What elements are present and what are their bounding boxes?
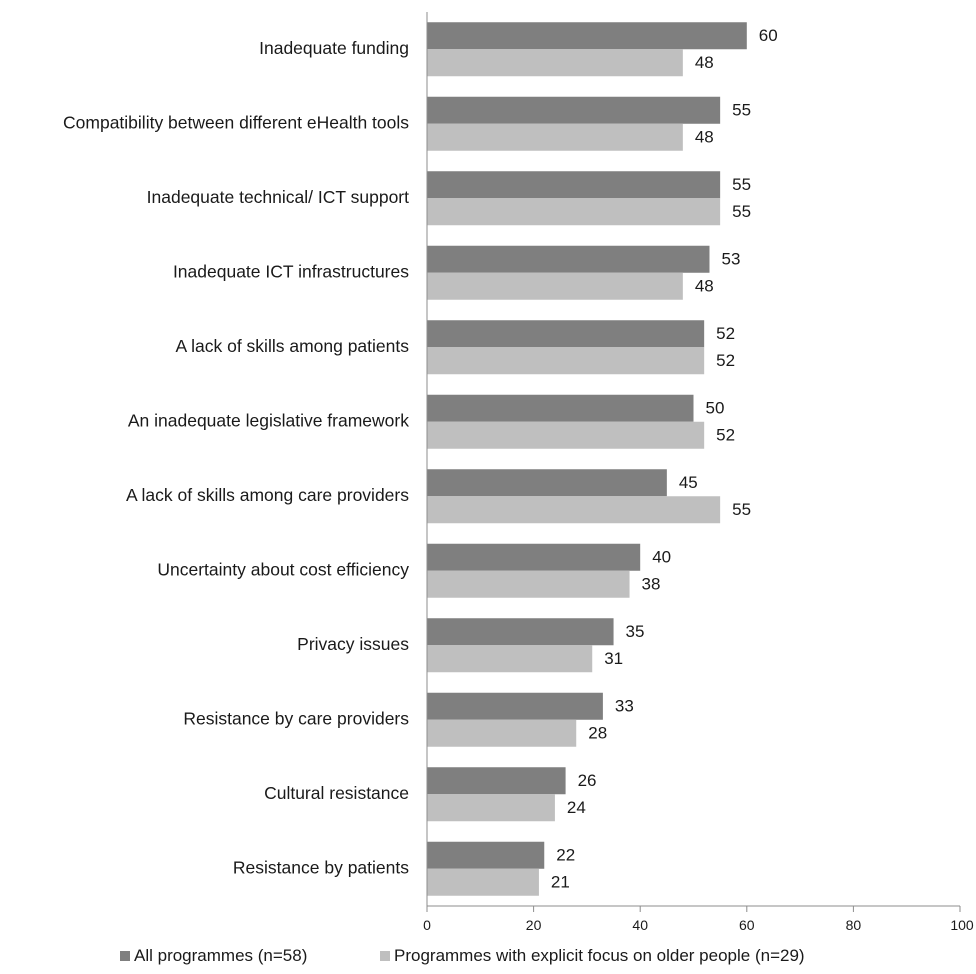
value-label: 52: [716, 324, 735, 343]
bar-all-programmes: [427, 171, 721, 199]
category-label: Compatibility between different eHealth …: [63, 112, 409, 132]
bar-older-people: [427, 645, 593, 673]
x-tick-label: 40: [632, 917, 648, 933]
value-label: 55: [732, 500, 751, 519]
category-label: Resistance by patients: [233, 857, 409, 877]
value-label: 55: [732, 175, 751, 194]
x-tick-label: 0: [423, 917, 431, 933]
category-label: Resistance by care providers: [183, 708, 409, 728]
x-tick-label: 60: [739, 917, 755, 933]
legend-label-older-people: Programmes with explicit focus on older …: [394, 946, 805, 965]
value-label: 53: [721, 250, 740, 269]
bar-all-programmes: [427, 245, 710, 273]
category-label: Inadequate funding: [259, 38, 409, 58]
value-label: 48: [695, 277, 714, 296]
value-label: 55: [732, 101, 751, 120]
value-label: 28: [588, 724, 607, 743]
bar-all-programmes: [427, 96, 721, 124]
x-axis-ticks: 0 20 40 60 80 100: [423, 906, 974, 933]
bar-older-people: [427, 570, 630, 598]
value-label: 55: [732, 202, 751, 221]
x-tick-label: 20: [526, 917, 542, 933]
bar-all-programmes: [427, 767, 566, 795]
value-label: 45: [679, 473, 698, 492]
bar-older-people: [427, 421, 705, 449]
category-label: Inadequate technical/ ICT support: [147, 187, 409, 207]
category-labels: Inadequate funding Compatibility between …: [63, 38, 409, 878]
legend-label-all-programmes: All programmes (n=58): [134, 946, 308, 965]
value-label: 38: [642, 575, 661, 594]
category-label: An inadequate legislative framework: [128, 410, 409, 430]
bar-older-people: [427, 272, 683, 300]
category-label: A lack of skills among care providers: [126, 485, 409, 505]
value-label: 50: [706, 399, 725, 418]
bars: [427, 22, 747, 896]
value-label: 48: [695, 128, 714, 147]
bar-older-people: [427, 794, 555, 822]
value-label: 60: [759, 26, 778, 45]
x-tick-label: 100: [950, 917, 974, 933]
bar-older-people: [427, 868, 539, 896]
value-label: 33: [615, 697, 634, 716]
value-label: 21: [551, 873, 570, 892]
legend-item-older-people: Programmes with explicit focus on older …: [380, 946, 805, 966]
value-label: 35: [626, 622, 645, 641]
value-label: 24: [567, 798, 586, 817]
bar-all-programmes: [427, 618, 614, 646]
x-tick-label: 80: [846, 917, 862, 933]
bar-older-people: [427, 49, 683, 77]
category-label: A lack of skills among patients: [176, 336, 410, 356]
bar-older-people: [427, 123, 683, 151]
value-label: 52: [716, 351, 735, 370]
bar-all-programmes: [427, 320, 705, 348]
bar-all-programmes: [427, 543, 641, 571]
category-label: Inadequate ICT infrastructures: [173, 261, 409, 281]
value-label: 22: [556, 846, 575, 865]
bar-all-programmes: [427, 394, 694, 422]
category-label: Uncertainty about cost efficiency: [157, 559, 409, 579]
legend-swatch-all-programmes: [120, 951, 130, 961]
bar-all-programmes: [427, 841, 545, 869]
bar-older-people: [427, 719, 577, 747]
legend: All programmes (n=58) Programmes with ex…: [0, 944, 976, 974]
value-label: 48: [695, 53, 714, 72]
bar-all-programmes: [427, 22, 747, 50]
category-label: Privacy issues: [297, 634, 409, 654]
bar-older-people: [427, 496, 721, 524]
bar-older-people: [427, 347, 705, 375]
value-label: 26: [578, 771, 597, 790]
value-label: 31: [604, 649, 623, 668]
bar-all-programmes: [427, 692, 603, 720]
bar-all-programmes: [427, 469, 667, 497]
value-label: 52: [716, 426, 735, 445]
category-label: Cultural resistance: [264, 783, 409, 803]
legend-swatch-older-people: [380, 951, 390, 961]
legend-item-all-programmes: All programmes (n=58): [120, 946, 307, 966]
bar-older-people: [427, 198, 721, 226]
value-label: 40: [652, 548, 671, 567]
